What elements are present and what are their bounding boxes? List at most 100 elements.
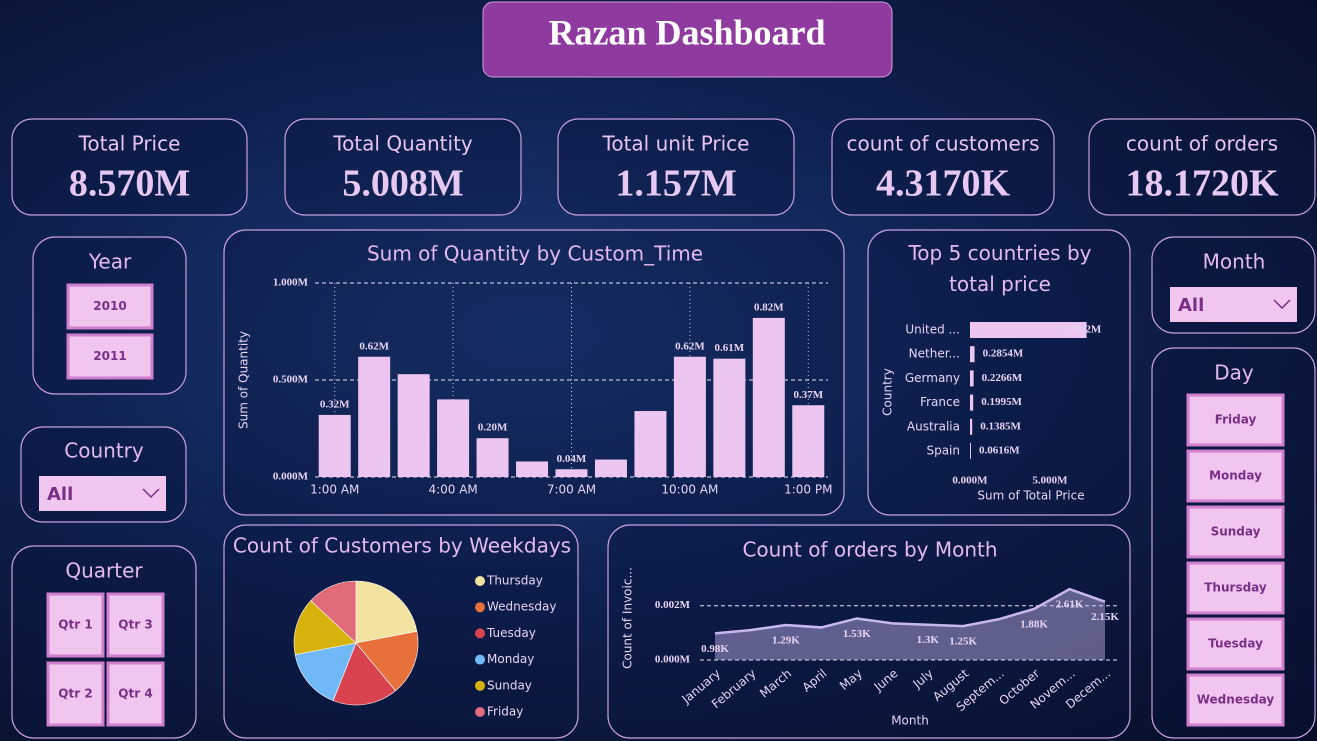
kpi-value: 8.570M <box>69 163 190 205</box>
dropdown-value[interactable]: All <box>1178 295 1204 316</box>
slicer-title: Month <box>1203 250 1266 274</box>
slicer-button[interactable] <box>1186 561 1285 615</box>
slicer-button-label[interactable]: Tuesday <box>1208 637 1263 651</box>
bar <box>397 374 430 477</box>
data-label: 2.15K <box>1091 611 1119 623</box>
slicer-button[interactable] <box>1186 393 1285 447</box>
data-label: 0.37M <box>793 389 823 401</box>
slicer-button-label[interactable]: Monday <box>1209 469 1262 483</box>
legend-label: Thursday <box>486 574 543 588</box>
bar <box>713 358 746 477</box>
data-label: 7.2882M <box>1061 324 1102 336</box>
data-label: 0.1995M <box>981 396 1022 408</box>
slicer-button-label[interactable]: Qtr 3 <box>118 618 152 632</box>
slicer-button-label[interactable]: Qtr 2 <box>58 687 92 701</box>
legend-label: Tuesday <box>486 626 536 640</box>
y-tick-label: Germany <box>905 371 960 385</box>
bar <box>752 317 785 477</box>
slicer-button[interactable] <box>46 592 105 658</box>
line <box>714 587 1106 635</box>
slicer-button-label[interactable]: 2010 <box>93 299 126 313</box>
bar <box>358 356 391 477</box>
kpi-value: 18.1720K <box>1125 163 1279 205</box>
header-box <box>482 1 893 78</box>
data-label: 0.04M <box>557 453 587 465</box>
slicer-button-label[interactable]: 2011 <box>93 349 126 363</box>
slicer-button[interactable] <box>106 592 165 658</box>
bar <box>970 443 971 459</box>
y-tick-label: 0.002M <box>655 599 691 611</box>
y-tick-label: Spain <box>926 444 960 458</box>
pie-slice <box>355 580 418 644</box>
bar <box>555 469 588 477</box>
slicer-title: Year <box>88 250 132 274</box>
data-label: 0.2854M <box>983 348 1024 360</box>
y-tick-label: 0.000M <box>655 654 691 666</box>
kpi-label: count of orders <box>1126 132 1278 156</box>
slicer-button-label[interactable]: Sunday <box>1211 525 1261 539</box>
slicer-button-label[interactable]: Qtr 4 <box>118 687 152 701</box>
x-tick-label: 4:00 AM <box>428 483 477 497</box>
data-label: 0.32M <box>320 398 350 410</box>
y-axis-label: Count of Invoic... <box>621 567 635 669</box>
bar <box>970 394 974 411</box>
bar <box>594 459 627 477</box>
chart-title: Count of orders by Month <box>742 538 997 562</box>
x-tick-label: 5.000M <box>1032 475 1068 487</box>
chart-title: Top 5 countries by total price <box>908 241 1092 296</box>
y-tick-label: 0.500M <box>273 374 309 386</box>
slicer-button-label[interactable]: Friday <box>1215 413 1257 427</box>
pie-slice <box>294 642 357 702</box>
y-tick-label: 0.000M <box>273 471 309 483</box>
x-axis-label: Sum of Total Price <box>977 489 1084 503</box>
slicer-button[interactable] <box>46 661 105 727</box>
data-label: 0.61M <box>715 342 745 354</box>
slicer-button-label[interactable]: Thursday <box>1204 581 1267 595</box>
dropdown-value[interactable]: All <box>47 484 73 505</box>
legend-label: Sunday <box>487 678 532 692</box>
data-label: 1.53K <box>843 628 871 640</box>
data-label: 0.20M <box>478 422 508 434</box>
slicer-button[interactable] <box>1186 673 1285 727</box>
y-tick-label: Nether... <box>909 347 960 361</box>
data-label: 0.82M <box>754 301 784 313</box>
legend-label: Wednesday <box>487 600 556 614</box>
data-label: 0.98K <box>701 643 729 655</box>
slicer-button[interactable] <box>66 283 154 330</box>
chart-title-box: Top 5 countries by total price <box>908 241 1092 296</box>
slicer-button[interactable] <box>1186 505 1285 559</box>
slicer-button[interactable] <box>106 661 165 727</box>
slicer-button-label[interactable]: Wednesday <box>1197 693 1275 707</box>
dropdown[interactable] <box>39 476 166 511</box>
panel <box>831 118 1055 216</box>
panel <box>607 524 1131 739</box>
y-axis-label: Country <box>881 368 895 416</box>
dropdown-chevron <box>142 488 160 499</box>
dropdown[interactable] <box>1170 287 1297 322</box>
legend-label: Friday <box>487 705 523 719</box>
kpi-value: 4.3170K <box>876 163 1011 205</box>
y-tick-label: 1.000M <box>273 277 309 289</box>
dropdown-chevron <box>1273 299 1291 310</box>
y-tick-label: France <box>920 395 960 409</box>
chart-title: Count of Customers by Weekdays <box>233 534 571 558</box>
x-tick-label: 1:00 AM <box>310 483 359 497</box>
bar <box>970 346 975 363</box>
bar <box>970 418 973 435</box>
data-label: 0.0616M <box>979 445 1020 457</box>
y-tick-label: United ... <box>905 323 960 337</box>
panel <box>867 229 1131 516</box>
data-label: 1.3K <box>917 634 940 646</box>
slicer-title: Country <box>64 439 144 463</box>
slicer-button[interactable] <box>66 333 154 380</box>
x-tick-label: 1:00 PM <box>784 483 832 497</box>
x-axis-label: Month <box>891 714 929 728</box>
x-tick-label: 7:00 AM <box>547 483 596 497</box>
slicer-button[interactable] <box>1186 449 1285 503</box>
data-label: 0.62M <box>675 340 705 352</box>
panel <box>557 118 795 216</box>
slicer-button-label[interactable]: Qtr 1 <box>58 618 92 632</box>
slicer-button[interactable] <box>1186 617 1285 671</box>
